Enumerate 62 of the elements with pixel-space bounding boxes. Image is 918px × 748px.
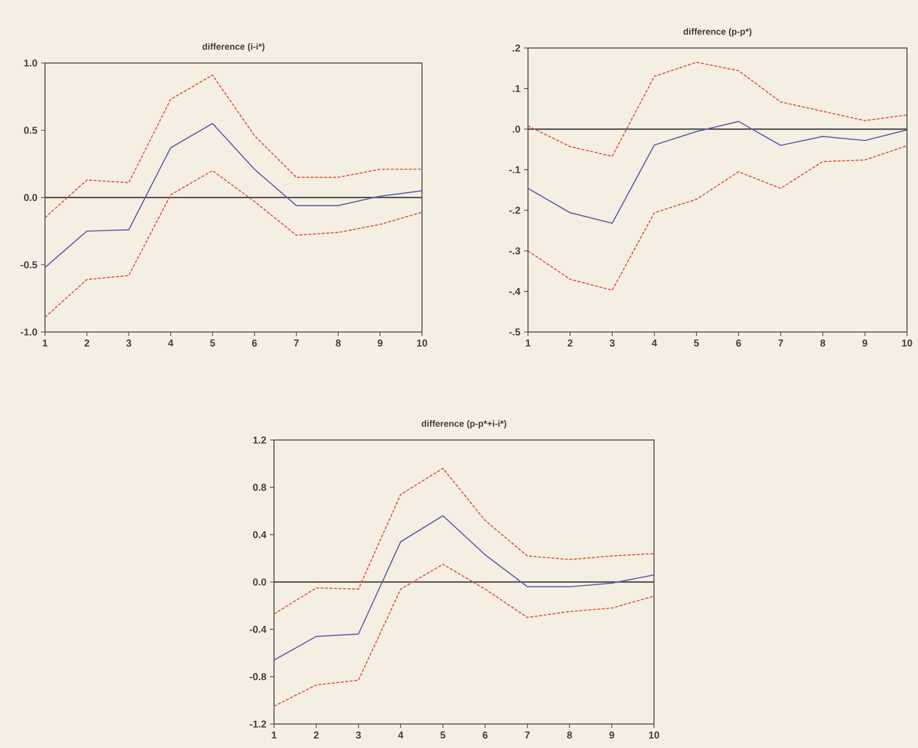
x-tick-label: 8 bbox=[336, 340, 341, 347]
line-series bbox=[45, 170, 422, 318]
x-tick-label: 3 bbox=[610, 340, 615, 347]
y-tick-label: -.1 bbox=[509, 166, 520, 174]
line-series bbox=[528, 120, 908, 224]
y-tick-label: .0 bbox=[512, 126, 520, 133]
y-tick-label: .2 bbox=[512, 44, 520, 52]
x-tick-label: 2 bbox=[314, 732, 319, 738]
line-series bbox=[45, 122, 422, 268]
line-series bbox=[528, 62, 908, 157]
x-tick-label: 6 bbox=[736, 340, 741, 347]
x-tick-label: 7 bbox=[294, 340, 299, 346]
x-tick-label: 7 bbox=[778, 340, 784, 346]
x-tick-label: 8 bbox=[567, 732, 572, 739]
line-series bbox=[274, 564, 654, 707]
y-tick-label: -0.4 bbox=[250, 626, 266, 633]
x-tick-label: 4 bbox=[398, 732, 404, 738]
line-series bbox=[274, 468, 654, 614]
x-tick-label: 10 bbox=[649, 732, 660, 739]
y-tick-label: 1.0 bbox=[24, 59, 38, 67]
line-series bbox=[274, 515, 654, 661]
x-tick-label: 6 bbox=[252, 340, 257, 347]
line-series bbox=[528, 145, 908, 291]
x-tick-label: 4 bbox=[652, 340, 658, 346]
y-tick-label: 0.0 bbox=[253, 578, 266, 586]
x-tick-label: 3 bbox=[356, 732, 361, 739]
x-tick-label: 6 bbox=[482, 732, 488, 739]
x-tick-label: 1 bbox=[272, 732, 276, 738]
chart-title: difference (p-p*+i-i*) bbox=[422, 420, 506, 428]
y-tick-label: 0.5 bbox=[24, 126, 38, 134]
y-tick-label: -.5 bbox=[509, 328, 520, 336]
y-tick-label: -.4 bbox=[509, 288, 520, 295]
y-tick-label: .1 bbox=[512, 85, 520, 92]
y-tick-label: 0.4 bbox=[253, 531, 266, 538]
chart-title: difference (p-p*) bbox=[684, 28, 752, 36]
x-tick-label: 5 bbox=[694, 340, 699, 346]
y-tick-label: 0.8 bbox=[253, 484, 266, 491]
y-tick-label: -.3 bbox=[509, 247, 520, 254]
line-series bbox=[45, 74, 422, 218]
chart-title: difference (i-i*) bbox=[202, 43, 264, 52]
x-tick-label: 4 bbox=[168, 340, 174, 346]
x-tick-label: 2 bbox=[84, 340, 90, 346]
x-tick-label: 1 bbox=[42, 340, 48, 346]
x-tick-label: 9 bbox=[609, 732, 614, 739]
x-tick-label: 1 bbox=[526, 340, 531, 346]
y-tick-label: -0.8 bbox=[250, 673, 266, 680]
x-tick-label: 10 bbox=[902, 340, 912, 347]
y-tick-label: 0.0 bbox=[24, 194, 38, 202]
y-tick-label: -1.2 bbox=[250, 720, 266, 728]
y-tick-label: -0.5 bbox=[20, 261, 38, 268]
x-tick-label: 5 bbox=[210, 340, 216, 346]
y-tick-label: 1.2 bbox=[253, 436, 266, 444]
y-tick-label: -1.0 bbox=[20, 328, 38, 336]
x-tick-label: 9 bbox=[378, 340, 383, 347]
x-tick-label: 3 bbox=[126, 340, 132, 347]
x-tick-label: 2 bbox=[568, 340, 572, 346]
x-tick-label: 8 bbox=[820, 340, 826, 347]
x-tick-label: 9 bbox=[862, 340, 868, 347]
x-tick-label: 5 bbox=[440, 732, 446, 738]
y-tick-label: -.2 bbox=[509, 206, 520, 214]
x-tick-label: 7 bbox=[524, 732, 530, 738]
x-tick-label: 10 bbox=[417, 340, 428, 347]
